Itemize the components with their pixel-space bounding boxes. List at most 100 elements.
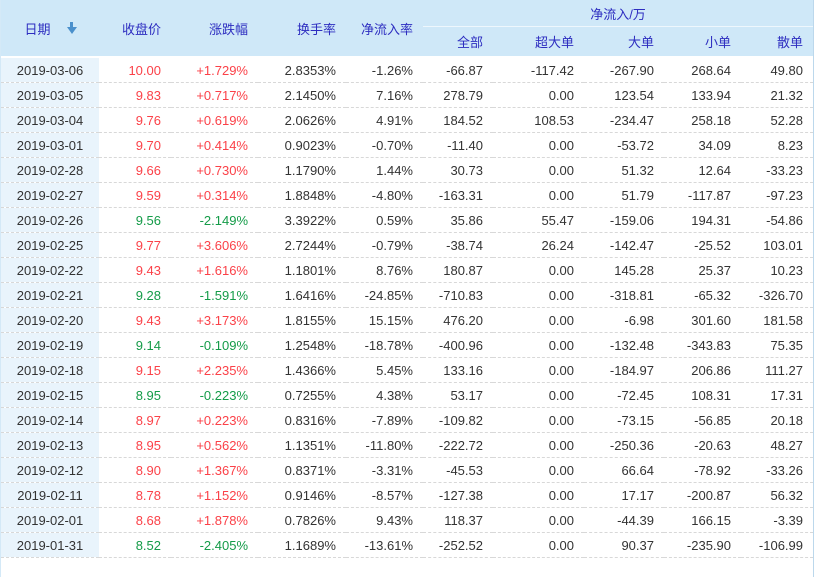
cell-turnover: 0.9146% (258, 482, 346, 508)
column-header-date[interactable]: 日期 (1, 0, 99, 58)
cell-close: 9.70 (99, 132, 171, 158)
cell-retail: 103.01 (741, 232, 813, 258)
table-row: 2019-02-25 9.77 +3.606% 2.7244% -0.79% -… (1, 232, 813, 258)
cell-all: -163.31 (423, 182, 493, 208)
cell-inflow-rate: 0.59% (346, 207, 423, 233)
cell-super-large: 0.00 (493, 132, 584, 158)
table-row: 2019-02-21 9.28 -1.591% 1.6416% -24.85% … (1, 282, 813, 308)
cell-small: 108.31 (664, 382, 741, 408)
cell-turnover: 2.0626% (258, 107, 346, 133)
cell-close: 9.83 (99, 82, 171, 108)
table-row: 2019-02-27 9.59 +0.314% 1.8848% -4.80% -… (1, 182, 813, 208)
cell-super-large: 0.00 (493, 82, 584, 108)
cell-turnover: 0.8316% (258, 407, 346, 433)
cell-inflow-rate: -3.31% (346, 457, 423, 483)
cell-date: 2019-02-13 (1, 432, 99, 458)
table-row: 2019-02-18 9.15 +2.235% 1.4366% 5.45% 13… (1, 357, 813, 383)
cell-close: 9.43 (99, 307, 171, 333)
cell-inflow-rate: -0.70% (346, 132, 423, 158)
table-row: 2019-03-05 9.83 +0.717% 2.1450% 7.16% 27… (1, 82, 813, 108)
cell-date: 2019-02-15 (1, 382, 99, 408)
cell-date: 2019-03-05 (1, 82, 99, 108)
cell-turnover: 0.7255% (258, 382, 346, 408)
table-row: 2019-02-14 8.97 +0.223% 0.8316% -7.89% -… (1, 407, 813, 433)
column-header-turnover[interactable]: 换手率 (258, 0, 346, 58)
cell-large: -6.98 (584, 307, 664, 333)
cell-change: -2.405% (171, 532, 258, 558)
cell-close: 9.14 (99, 332, 171, 358)
column-header-date-label: 日期 (24, 21, 51, 37)
cell-all: -222.72 (423, 432, 493, 458)
cell-inflow-rate: 15.15% (346, 307, 423, 333)
cell-date: 2019-01-31 (1, 532, 99, 558)
cell-retail: -97.23 (741, 182, 813, 208)
cell-large: -184.97 (584, 357, 664, 383)
column-header-close[interactable]: 收盘价 (99, 0, 171, 58)
cell-large: -318.81 (584, 282, 664, 308)
cell-close: 8.95 (99, 382, 171, 408)
cell-change: +0.730% (171, 157, 258, 183)
cell-super-large: 0.00 (493, 507, 584, 533)
cell-inflow-rate: -24.85% (346, 282, 423, 308)
cell-all: 476.20 (423, 307, 493, 333)
column-header-all[interactable]: 全部 (423, 26, 493, 58)
cell-change: +1.878% (171, 507, 258, 533)
cell-close: 10.00 (99, 57, 171, 83)
cell-super-large: 0.00 (493, 457, 584, 483)
cell-close: 9.28 (99, 282, 171, 308)
cell-change: +1.152% (171, 482, 258, 508)
cell-super-large: 0.00 (493, 157, 584, 183)
column-header-inflow-rate[interactable]: 净流入率 (346, 0, 423, 58)
cell-super-large: 0.00 (493, 432, 584, 458)
cell-turnover: 3.3922% (258, 207, 346, 233)
column-header-super-large[interactable]: 超大单 (493, 26, 584, 58)
cell-large: 51.79 (584, 182, 664, 208)
table-header: 日期 收盘价 涨跌幅 换手率 净流入率 净流入/万 全部 超大单 大单 小单 散… (1, 0, 813, 58)
fund-flow-table: 日期 收盘价 涨跌幅 换手率 净流入率 净流入/万 全部 超大单 大单 小单 散… (1, 0, 813, 558)
cell-small: 34.09 (664, 132, 741, 158)
cell-turnover: 2.8353% (258, 57, 346, 83)
cell-large: 145.28 (584, 257, 664, 283)
column-header-large[interactable]: 大单 (584, 26, 664, 58)
cell-turnover: 1.6416% (258, 282, 346, 308)
cell-small: 133.94 (664, 82, 741, 108)
cell-inflow-rate: 9.43% (346, 507, 423, 533)
cell-super-large: 0.00 (493, 407, 584, 433)
cell-retail: -33.23 (741, 157, 813, 183)
cell-small: 166.15 (664, 507, 741, 533)
cell-super-large: 0.00 (493, 382, 584, 408)
cell-all: -45.53 (423, 457, 493, 483)
cell-date: 2019-02-21 (1, 282, 99, 308)
cell-close: 9.15 (99, 357, 171, 383)
cell-all: 133.16 (423, 357, 493, 383)
cell-change: +1.729% (171, 57, 258, 83)
cell-retail: -106.99 (741, 532, 813, 558)
cell-turnover: 1.8848% (258, 182, 346, 208)
cell-change: +1.367% (171, 457, 258, 483)
table-body: 2019-03-06 10.00 +1.729% 2.8353% -1.26% … (1, 57, 813, 558)
cell-super-large: -117.42 (493, 57, 584, 83)
cell-retail: 75.35 (741, 332, 813, 358)
column-header-retail[interactable]: 散单 (741, 26, 813, 58)
cell-inflow-rate: -11.80% (346, 432, 423, 458)
cell-large: -132.48 (584, 332, 664, 358)
cell-retail: 48.27 (741, 432, 813, 458)
cell-small: -78.92 (664, 457, 741, 483)
cell-inflow-rate: -18.78% (346, 332, 423, 358)
cell-turnover: 0.8371% (258, 457, 346, 483)
cell-small: -25.52 (664, 232, 741, 258)
cell-inflow-rate: -0.79% (346, 232, 423, 258)
cell-all: -252.52 (423, 532, 493, 558)
column-header-small[interactable]: 小单 (664, 26, 741, 58)
cell-retail: 10.23 (741, 257, 813, 283)
table-row: 2019-02-28 9.66 +0.730% 1.1790% 1.44% 30… (1, 157, 813, 183)
cell-date: 2019-02-01 (1, 507, 99, 533)
cell-change: +0.717% (171, 82, 258, 108)
cell-super-large: 0.00 (493, 182, 584, 208)
table-row: 2019-02-22 9.43 +1.616% 1.1801% 8.76% 18… (1, 257, 813, 283)
cell-date: 2019-02-22 (1, 257, 99, 283)
cell-turnover: 1.8155% (258, 307, 346, 333)
table-row: 2019-02-20 9.43 +3.173% 1.8155% 15.15% 4… (1, 307, 813, 333)
column-header-change[interactable]: 涨跌幅 (171, 0, 258, 58)
